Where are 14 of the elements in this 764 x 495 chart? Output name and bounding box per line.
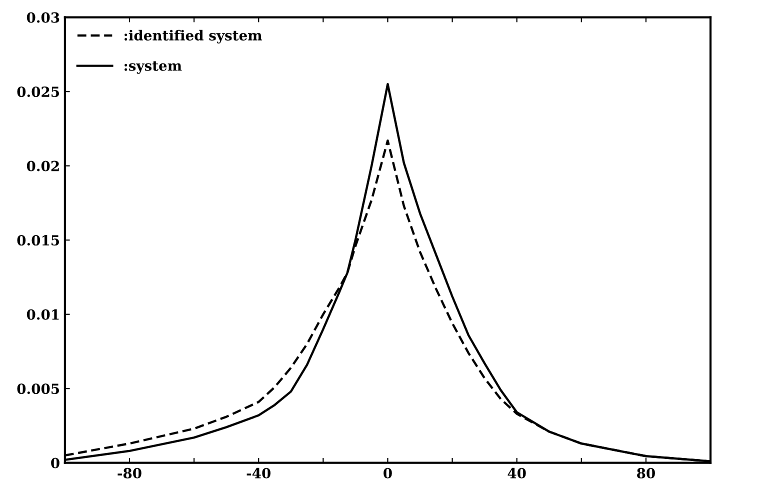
legend-label: :identified system (124, 30, 262, 44)
y-tick-label: 0.005 (17, 384, 60, 394)
x-tick-label: 80 (637, 468, 655, 478)
y-tick-label: 0.025 (17, 86, 60, 98)
x-tick-label: 0 (384, 468, 392, 478)
x-tick-label: 40 (508, 468, 526, 478)
y-tick-label: 0 (51, 458, 60, 468)
y-tick-label: 0.02 (26, 160, 59, 172)
legend-label: :system (124, 61, 182, 74)
x-tick-label: -40 (246, 468, 271, 478)
y-tick-label: 0.015 (17, 235, 60, 246)
y-tick-label: 0.01 (26, 309, 59, 320)
y-tick-label: 0.03 (26, 12, 60, 23)
x-tick-label: -80 (118, 468, 142, 478)
